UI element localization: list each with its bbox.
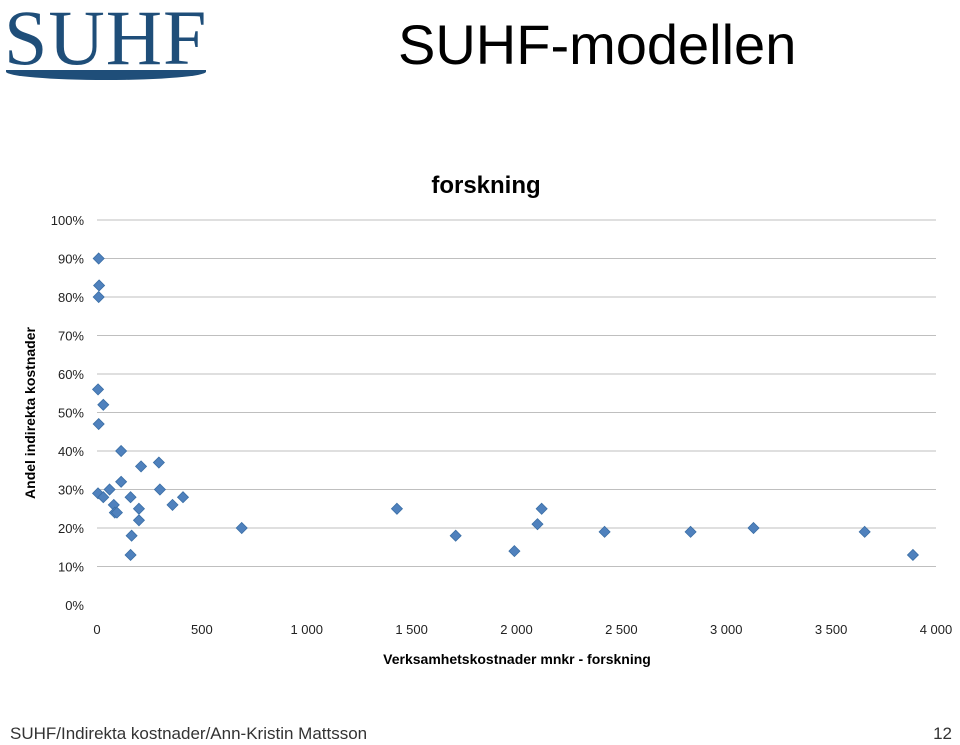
x-tick-label: 2 500: [605, 622, 638, 637]
data-point: [598, 525, 611, 538]
page-number: 12: [933, 724, 952, 743]
scatter-chart: forskning 0% 10% 20% 30% 40% 50% 60% 70% 80% 90% 1…: [22, 172, 952, 667]
data-point: [115, 444, 128, 458]
data-point: [535, 502, 548, 515]
y-tick-label: 30%: [58, 483, 84, 498]
data-point: [132, 514, 146, 527]
gridlines: [97, 219, 936, 567]
data-point: [166, 498, 179, 511]
logo-underline-swoosh: [6, 70, 206, 80]
data-point: [508, 545, 521, 558]
logo-wordmark: SUHF: [4, 0, 208, 81]
suhf-logo: SUHF: [4, 0, 214, 82]
y-tick-label: 50%: [58, 406, 84, 421]
y-tick-label: 60%: [58, 367, 84, 382]
x-tick-label: 500: [191, 622, 213, 637]
y-tick-label: 100%: [51, 213, 85, 228]
y-tick-label: 40%: [58, 444, 84, 459]
data-point: [390, 502, 404, 515]
x-tick-label: 1 500: [395, 622, 428, 637]
footer-credit: SUHF/Indirekta kostnader/Ann-Kristin Mat…: [10, 724, 368, 743]
data-point: [124, 491, 137, 504]
data-point: [92, 290, 105, 304]
data-point: [91, 383, 105, 396]
data-point: [235, 521, 248, 535]
x-tick-label: 4 000: [920, 622, 953, 637]
data-point: [125, 529, 138, 542]
y-tick-label: 80%: [58, 290, 84, 305]
slide-title: SUHF-modellen: [398, 13, 797, 76]
data-point: [132, 502, 146, 515]
x-tick-label: 2 000: [500, 622, 533, 637]
data-point: [747, 521, 760, 535]
data-point: [110, 506, 123, 519]
x-tick-label: 1 000: [290, 622, 323, 637]
x-tick-label: 0: [93, 622, 100, 637]
data-point: [531, 518, 544, 531]
data-point: [684, 525, 697, 538]
y-axis-ticks: 0% 10% 20% 30% 40% 50% 60% 70% 80% 90% 100%: [51, 213, 85, 613]
y-axis-label: Andel indirekta kostnader: [22, 326, 38, 498]
data-point: [103, 483, 116, 496]
data-point: [134, 460, 148, 473]
data-point: [92, 252, 105, 265]
y-tick-label: 20%: [58, 521, 84, 536]
x-tick-label: 3 000: [710, 622, 743, 637]
data-point: [124, 548, 137, 562]
data-point: [906, 548, 919, 562]
data-point: [176, 491, 190, 504]
data-point: [93, 279, 106, 292]
y-tick-label: 10%: [58, 560, 84, 575]
y-tick-label: 0%: [65, 598, 84, 613]
x-axis-label: Verksamhetskostnader mnkr - forskning: [383, 651, 651, 667]
data-point: [115, 475, 128, 488]
chart-title: forskning: [431, 172, 540, 199]
data-point: [153, 483, 166, 496]
data-point: [97, 398, 110, 411]
x-axis-ticks: 0 500 1 000 1 500 2 000 2 500 3 000 3 500 4 000: [93, 622, 952, 637]
y-tick-label: 90%: [58, 252, 84, 267]
data-point: [152, 456, 165, 469]
data-point: [97, 491, 110, 504]
data-points: [91, 252, 919, 562]
x-tick-label: 3 500: [815, 622, 848, 637]
y-tick-label: 70%: [58, 329, 84, 344]
data-point: [449, 529, 462, 542]
data-point: [92, 417, 105, 431]
data-point: [858, 525, 871, 538]
